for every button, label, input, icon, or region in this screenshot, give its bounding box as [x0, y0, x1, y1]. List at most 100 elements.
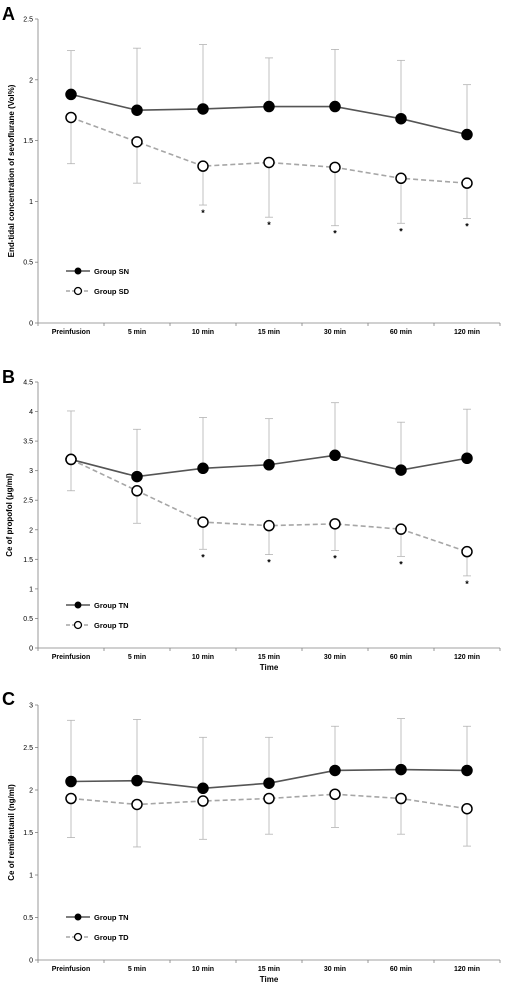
chart-panel-b: B 0 0.5 1 1.5 2 2.5 3 3.5 4 4.5 Preinfusion 5 min 10 …: [2, 367, 501, 672]
legend-label: Group SN: [94, 267, 129, 276]
significance-marker: *: [201, 552, 205, 562]
significance-marker: *: [267, 558, 271, 568]
significance-marker: *: [465, 579, 469, 589]
data-point: [395, 172, 407, 185]
y-tick-label: 0.5: [23, 915, 33, 922]
data-point: [395, 763, 407, 776]
data-point: [395, 792, 407, 805]
data-point: [197, 160, 209, 172]
data-point: [329, 788, 341, 800]
x-tick-label: 120 min: [454, 329, 480, 336]
significance-marker: *: [333, 229, 337, 239]
legend-label: Group SD: [94, 287, 130, 296]
x-tick-label: 30 min: [324, 966, 346, 973]
y-tick-label: 2.5: [23, 745, 33, 752]
data-point: [65, 111, 77, 124]
x-tick-label: 5 min: [128, 329, 146, 336]
y-tick-label: 1.5: [23, 830, 33, 837]
data-point: [263, 459, 275, 471]
legend-label: Group TN: [94, 601, 129, 610]
x-tick-label: 60 min: [390, 329, 412, 336]
data-point: [263, 792, 275, 805]
significance-marker: *: [201, 208, 205, 218]
y-axis-label: End-tidal concentration of sevoflurane (…: [7, 84, 16, 257]
legend-marker: [73, 620, 83, 630]
data-point: [65, 88, 77, 101]
y-tick-label: 2: [29, 77, 33, 84]
x-tick-label: 5 min: [128, 966, 146, 973]
x-tick-label: Preinfusion: [52, 966, 91, 973]
x-tick-label: Preinfusion: [52, 329, 91, 336]
y-tick-label: 4: [29, 409, 33, 416]
data-point: [197, 103, 209, 115]
chart-panel-a: A 0 0.5 1 1.5 2 2.5 Preinfusion 5 min 10 min 15 mi…: [2, 4, 501, 336]
data-point: [131, 470, 143, 483]
data-point: [263, 100, 275, 113]
data-point: [131, 485, 143, 497]
legend-label: Group TD: [94, 621, 129, 630]
data-point: [197, 795, 209, 807]
x-tick-label: 15 min: [258, 654, 280, 661]
x-tick-label: Preinfusion: [52, 654, 91, 661]
data-point: [329, 518, 341, 530]
y-tick-label: 3: [29, 468, 33, 475]
data-point: [197, 462, 209, 475]
data-point: [131, 136, 143, 148]
data-point: [395, 112, 407, 125]
data-point: [263, 156, 275, 169]
x-tick-label: 15 min: [258, 966, 280, 973]
y-tick-label: 3: [29, 703, 33, 710]
significance-marker: *: [267, 220, 271, 230]
data-point: [329, 764, 341, 777]
x-tick-label: 5 min: [128, 654, 146, 661]
legend-marker: [74, 601, 82, 609]
data-point: [263, 519, 275, 532]
data-point: [263, 777, 275, 789]
legend-marker: [74, 913, 82, 921]
legend-label: Group TD: [94, 933, 129, 942]
x-tick-label: 10 min: [192, 966, 214, 973]
data-point: [329, 449, 341, 462]
y-tick-label: 2: [29, 527, 33, 534]
y-tick-label: 0.5: [23, 260, 33, 267]
x-tick-label: 120 min: [454, 966, 480, 973]
data-point: [395, 523, 407, 535]
significance-marker: *: [465, 221, 469, 231]
y-tick-label: 1.5: [23, 557, 33, 564]
y-tick-label: 0: [29, 646, 33, 653]
panel-letter: C: [2, 689, 15, 709]
y-tick-label: 0: [29, 958, 33, 965]
significance-marker: *: [333, 553, 337, 563]
y-tick-label: 2: [29, 788, 33, 795]
data-point: [461, 128, 473, 141]
x-tick-label: 120 min: [454, 654, 480, 661]
legend-label: Group TN: [94, 913, 129, 922]
y-tick-label: 1.5: [23, 138, 33, 145]
y-tick-label: 1: [29, 199, 33, 206]
significance-marker: *: [399, 226, 403, 236]
x-tick-label: 10 min: [192, 654, 214, 661]
x-tick-label: 60 min: [390, 654, 412, 661]
x-tick-label: 60 min: [390, 966, 412, 973]
data-point: [65, 775, 77, 788]
y-tick-label: 0: [29, 321, 33, 328]
data-point: [329, 100, 341, 113]
data-point: [131, 104, 143, 116]
y-tick-label: 0.5: [23, 616, 33, 623]
legend-marker: [73, 932, 83, 942]
y-tick-label: 4.5: [23, 380, 33, 387]
x-tick-label: 30 min: [324, 654, 346, 661]
significance-marker: *: [399, 559, 403, 569]
y-tick-label: 3.5: [23, 439, 33, 446]
data-point: [131, 774, 143, 787]
x-axis-label: Time: [260, 975, 279, 984]
legend-marker: [74, 267, 82, 275]
data-point: [461, 177, 473, 189]
x-tick-label: 30 min: [324, 329, 346, 336]
data-point: [461, 545, 473, 558]
y-tick-label: 2.5: [23, 17, 33, 24]
y-axis-label: Ce of propofol (μg/ml): [5, 473, 14, 557]
legend-marker: [73, 286, 83, 296]
y-tick-label: 1: [29, 586, 33, 593]
data-point: [65, 792, 77, 805]
